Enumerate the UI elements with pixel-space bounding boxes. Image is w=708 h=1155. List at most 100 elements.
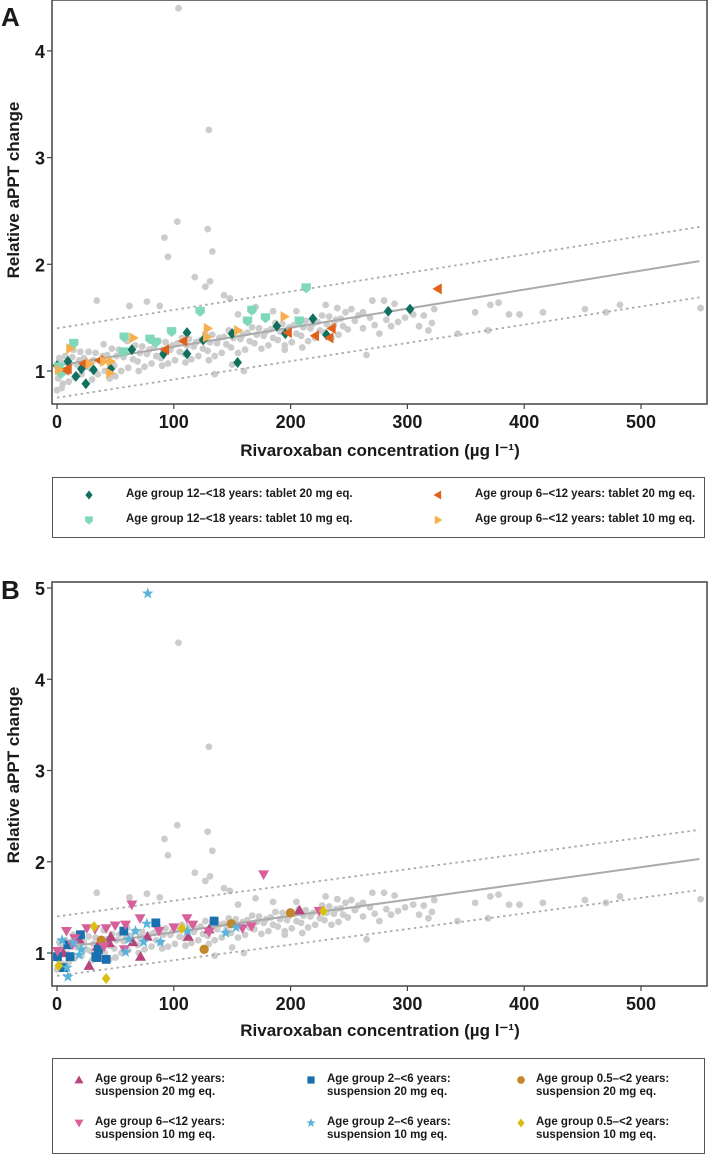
reference-point <box>359 913 367 920</box>
reference-point <box>333 895 341 903</box>
triangle-down-marker <box>153 926 165 937</box>
reference-point <box>258 930 265 938</box>
square-marker <box>101 954 111 964</box>
shield-marker <box>247 305 257 316</box>
reference-point <box>281 931 289 939</box>
triangle-up-marker <box>127 936 139 947</box>
star-marker <box>119 946 132 957</box>
star-marker <box>75 943 88 955</box>
reference-point <box>368 889 376 897</box>
panel-a-upper-prediction-line <box>56 226 700 330</box>
reference-point <box>325 313 333 320</box>
reference-point <box>581 896 589 904</box>
reference-point <box>281 346 289 354</box>
reference-point <box>85 933 92 940</box>
reference-point <box>311 921 319 929</box>
reference-point <box>164 360 172 367</box>
reference-point <box>471 899 479 907</box>
panel-a-y-tick-label: 4 <box>35 42 45 62</box>
shield-marker <box>301 283 311 294</box>
reference-point <box>415 322 423 330</box>
reference-point <box>227 344 235 351</box>
reference-point <box>194 936 202 944</box>
triangle-down-marker <box>100 924 112 934</box>
shield-marker <box>294 316 305 327</box>
reference-point <box>93 889 101 897</box>
reference-point <box>211 352 219 360</box>
reference-point <box>138 928 146 936</box>
reference-point <box>164 943 172 951</box>
reference-point <box>206 872 214 880</box>
shield-marker <box>242 316 253 327</box>
reference-point <box>205 743 213 751</box>
reference-point <box>164 253 172 261</box>
legend-label: Age group 0.5–<2 years: <box>536 1116 670 1128</box>
reference-point <box>368 297 376 304</box>
reference-point <box>335 918 342 926</box>
reference-point <box>117 367 125 375</box>
square-marker <box>151 918 161 928</box>
reference-point <box>175 639 182 647</box>
legend-label: Age group 12–<18 years: tablet 10 mg eq. <box>126 513 353 525</box>
reference-point <box>218 349 226 357</box>
triangle-down-marker <box>109 921 121 932</box>
reference-point <box>93 297 101 304</box>
reference-point <box>297 919 305 927</box>
shield-marker <box>166 327 177 338</box>
triangle-up-marker <box>83 960 95 970</box>
reference-point <box>394 907 402 915</box>
reference-point <box>234 901 242 909</box>
reference-point <box>148 360 156 367</box>
panel-b-series-6 <box>54 905 328 985</box>
reference-point <box>205 356 213 364</box>
triangle-down-legend-icon <box>74 1119 84 1128</box>
reference-point <box>602 308 610 316</box>
reference-point <box>409 901 417 909</box>
triangle-left-marker <box>282 327 292 339</box>
square-marker <box>76 930 85 940</box>
panel-b-x-tick-label: 300 <box>392 994 422 1014</box>
triangle-right-marker <box>203 331 213 343</box>
reference-point <box>182 942 189 950</box>
triangle-down-marker <box>126 900 138 911</box>
reference-point <box>55 354 63 362</box>
reference-point <box>322 893 330 900</box>
triangle-left-legend-marker <box>433 490 442 500</box>
star-marker <box>67 936 80 948</box>
reference-point <box>228 944 236 951</box>
star-marker <box>230 921 242 933</box>
diamond-marker <box>54 960 64 972</box>
reference-point <box>382 905 390 913</box>
triangle-right-marker <box>203 322 214 334</box>
reference-point <box>226 295 234 302</box>
reference-point <box>375 917 383 925</box>
panel-a-x-axis-title: Rivaroxaban concentration (µg l⁻¹) <box>240 441 520 460</box>
reference-point <box>430 896 438 904</box>
diamond-legend-icon <box>85 490 93 500</box>
reference-point <box>173 218 181 226</box>
reference-point <box>141 363 149 371</box>
reference-point <box>204 225 212 233</box>
panel-a-label: A <box>1 2 20 32</box>
reference-point <box>272 908 279 916</box>
legend-label-line2: suspension 10 mg eq. <box>536 1129 657 1141</box>
reference-point <box>175 4 182 12</box>
reference-point <box>322 301 330 309</box>
star-marker <box>56 934 68 946</box>
reference-point <box>248 323 256 331</box>
triangle-down-marker <box>203 927 215 938</box>
panel-b-y-tick-label: 5 <box>35 579 45 599</box>
reference-point <box>394 318 402 326</box>
reference-point <box>351 317 359 325</box>
triangle-left-marker <box>159 344 170 356</box>
panel-b-y-tick-label: 4 <box>35 670 45 690</box>
reference-point <box>191 869 199 877</box>
reference-point <box>68 353 76 361</box>
reference-point <box>171 940 179 948</box>
triangle-down-marker <box>245 922 257 933</box>
triangle-left-marker <box>309 330 319 342</box>
reference-point <box>92 349 99 357</box>
panel-a-scatter-plot: 0 100 200 300 400 500 1 2 3 4 <box>35 0 708 432</box>
diamond-marker <box>182 348 192 360</box>
reference-point <box>182 359 189 366</box>
